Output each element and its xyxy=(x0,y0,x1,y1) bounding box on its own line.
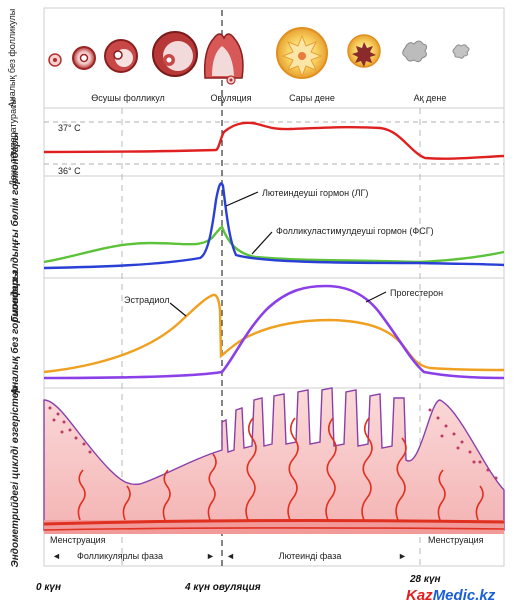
temperature-panel-frame xyxy=(43,107,505,177)
basal-vessel-main xyxy=(43,519,505,526)
kazmedic-logo: KazMedic.kz xyxy=(406,587,496,604)
spiral-arteries xyxy=(77,417,484,521)
endometrium-panel-label: Эндометрийдегі циклді өзгерістер xyxy=(10,387,21,568)
corpus-albicans-illustration xyxy=(402,40,470,63)
lh-curve xyxy=(43,182,505,270)
fsh-label-pointer xyxy=(251,231,273,255)
fsh-label: Фолликуластимулдеуші гормон (ФСГ) xyxy=(276,226,434,236)
ovarian-hormones-panel-label: Аналық без гормондары xyxy=(9,270,21,396)
progesterone-curve xyxy=(43,284,505,380)
estradiol-curve xyxy=(43,293,505,374)
stage-label-corpus-albicans: Ақ дене xyxy=(414,93,447,103)
menstruation-right-label: Менструация xyxy=(428,535,484,545)
temperature-chart: 37° C 36° C xyxy=(43,121,505,176)
endometrium-basal-layer xyxy=(44,520,504,534)
pituitary-hormone-chart: Лютеиндеуші гормон (ЛГ) Фолликуластимулд… xyxy=(43,182,505,270)
lh-label: Лютеиндеуші гормон (ЛГ) xyxy=(262,188,368,198)
primary-follicle-illustration xyxy=(72,46,96,70)
regressing-corpus-luteum-illustration xyxy=(347,34,381,68)
corpus-luteum-illustration xyxy=(276,27,328,79)
stage-label-corpus-luteum: Сары дене xyxy=(289,93,335,103)
endometrium-tissue xyxy=(43,387,505,531)
temperature-high-label: 37° C xyxy=(58,123,81,133)
luteal-arrow-left: ◄ xyxy=(226,551,235,561)
estradiol-label-pointer xyxy=(169,302,187,317)
secondary-follicle-illustration xyxy=(104,39,138,73)
day-0-label: 0 күн xyxy=(36,582,61,593)
ovulation-day-label: 4 күн овуляция xyxy=(184,582,261,593)
brand-part1: Kaz xyxy=(406,587,433,604)
luteal-phase-label: Лютеинді фаза xyxy=(279,551,342,561)
ovary-stage-labels: Өсушы фолликул Овуляция Сары дене Ақ ден… xyxy=(91,93,446,103)
brand-part2: Medic.kz xyxy=(433,587,496,604)
pituitary-panel-label: Гипофиз алдыңғы бөлім гормондары xyxy=(9,131,21,322)
mature-follicle-illustration xyxy=(152,31,198,77)
ruptured-follicle-illustration xyxy=(203,33,244,85)
temperature-low-label: 36° C xyxy=(58,166,81,176)
cycle-day-axis: 0 күн 4 күн овуляция 28 күн xyxy=(36,574,441,593)
basal-temperature-curve xyxy=(43,121,505,160)
luteal-arrow-right: ► xyxy=(398,551,407,561)
lh-label-pointer xyxy=(225,191,259,207)
ovary-follicle-illustrations xyxy=(48,27,470,85)
menstruation-left-label: Менструация xyxy=(50,535,106,545)
follicular-phase-label: Фолликулярлы фаза xyxy=(77,551,163,561)
progesterone-label: Прогестерон xyxy=(390,288,443,298)
stage-label-ovulation: Овуляция xyxy=(210,93,251,103)
ovary-panel-label-line1: Аналық без фолликулы xyxy=(7,9,17,107)
fsh-curve xyxy=(43,225,505,264)
phase-labels: Менструация Менструация ◄ Фолликулярлы ф… xyxy=(50,535,484,561)
temperature-panel-label: Дене температурасы xyxy=(8,98,18,186)
basal-vessel-secondary xyxy=(43,527,505,531)
progesterone-label-pointer xyxy=(365,291,387,303)
menstrual-shedding-dots xyxy=(48,406,498,480)
day-28-label: 28 күн xyxy=(409,574,441,585)
ovarian-hormone-chart: Эстрадиол Прогестерон xyxy=(43,284,505,380)
follicular-arrow-left: ◄ xyxy=(52,551,61,561)
endometrium-illustration xyxy=(43,387,505,534)
stage-label-growing-follicle: Өсушы фолликул xyxy=(91,93,165,103)
primordial-follicle-illustration xyxy=(48,53,62,67)
estradiol-label: Эстрадиол xyxy=(124,295,169,305)
follicular-arrow-right: ► xyxy=(206,551,215,561)
